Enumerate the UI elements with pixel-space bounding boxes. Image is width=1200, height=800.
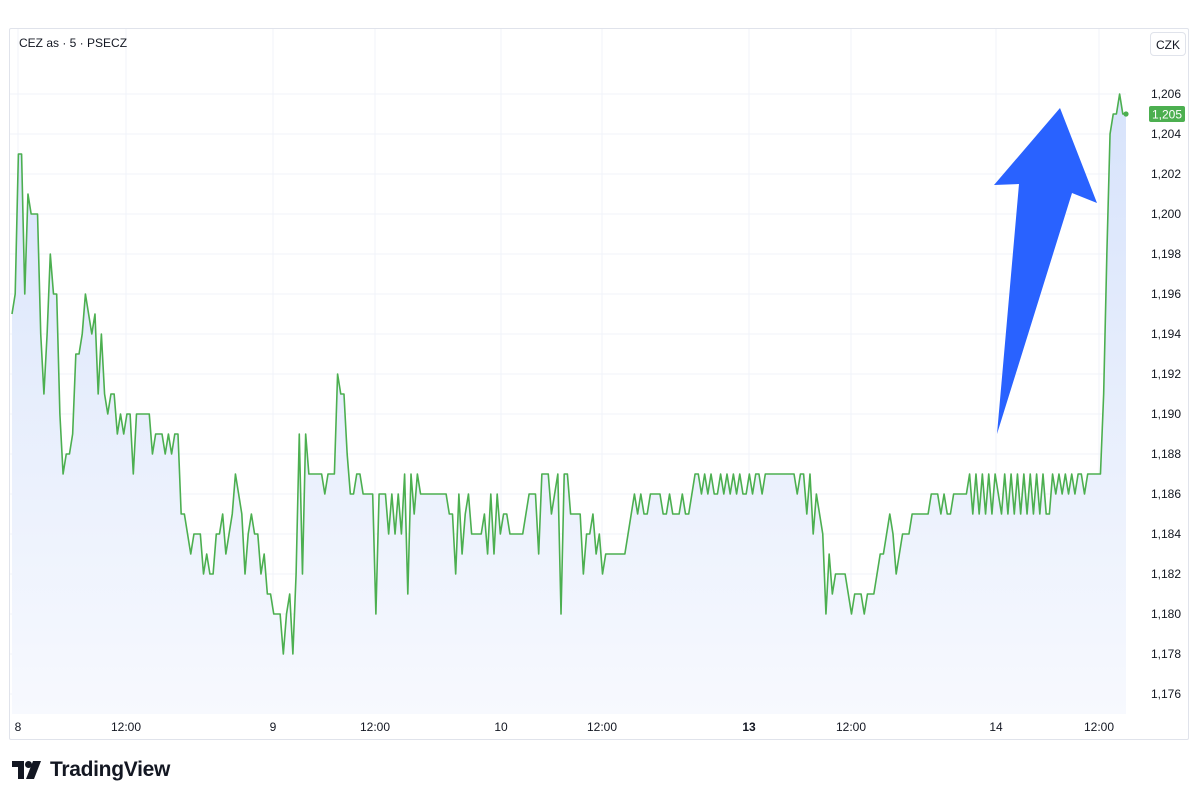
x-tick-label: 12:00 — [587, 720, 617, 734]
x-tick-label: 8 — [15, 720, 22, 734]
y-tick-label: 1,184 — [1151, 527, 1181, 541]
y-tick-label: 1,182 — [1151, 567, 1181, 581]
last-price-tag: 1,205 — [1149, 106, 1185, 122]
price-line — [11, 93, 1126, 655]
last-price-dot — [1123, 111, 1129, 117]
x-tick-label: 13 — [742, 720, 756, 734]
price-axis[interactable]: 1,176 1,178 1,180 1,182 1,184 1,186 1,188 1,190… — [1151, 87, 1181, 701]
y-tick-label: 1,176 — [1151, 687, 1181, 701]
y-tick-label: 1,188 — [1151, 447, 1181, 461]
arrow-annotation[interactable] — [994, 108, 1097, 434]
brand-name: TradingView — [50, 758, 171, 781]
y-tick-label: 1,200 — [1151, 207, 1181, 221]
x-tick-label: 12:00 — [1084, 720, 1114, 734]
y-tick-label: 1,196 — [1151, 287, 1181, 301]
x-tick-label: 12:00 — [111, 720, 141, 734]
x-tick-label: 9 — [270, 720, 277, 734]
chart-frame — [9, 28, 1189, 740]
y-tick-label: 1,180 — [1151, 607, 1181, 621]
x-tick-label: 12:00 — [836, 720, 866, 734]
y-tick-label: 1,194 — [1151, 327, 1181, 341]
tradingview-logo-icon — [12, 761, 41, 779]
y-tick-label: 1,202 — [1151, 167, 1181, 181]
y-tick-label: 1,206 — [1151, 87, 1181, 101]
symbol-legend[interactable]: CEZ as · 5 · PSECZ — [19, 36, 128, 50]
y-tick-label: 1,192 — [1151, 367, 1181, 381]
currency-button[interactable]: CZK — [1150, 32, 1186, 56]
last-price-label: 1,205 — [1152, 108, 1182, 122]
y-tick-label: 1,178 — [1151, 647, 1181, 661]
x-tick-label: 10 — [494, 720, 508, 734]
price-area-fill — [12, 94, 1126, 714]
y-tick-label: 1,186 — [1151, 487, 1181, 501]
y-tick-label: 1,204 — [1151, 127, 1181, 141]
time-axis[interactable]: 8 12:00 9 12:00 10 12:00 13 12:00 14 12:00 — [15, 720, 1115, 734]
x-tick-label: 14 — [989, 720, 1003, 734]
x-tick-label: 12:00 — [360, 720, 390, 734]
y-tick-label: 1,198 — [1151, 247, 1181, 261]
y-tick-label: 1,190 — [1151, 407, 1181, 421]
tradingview-logo[interactable]: TradingView — [12, 758, 170, 782]
